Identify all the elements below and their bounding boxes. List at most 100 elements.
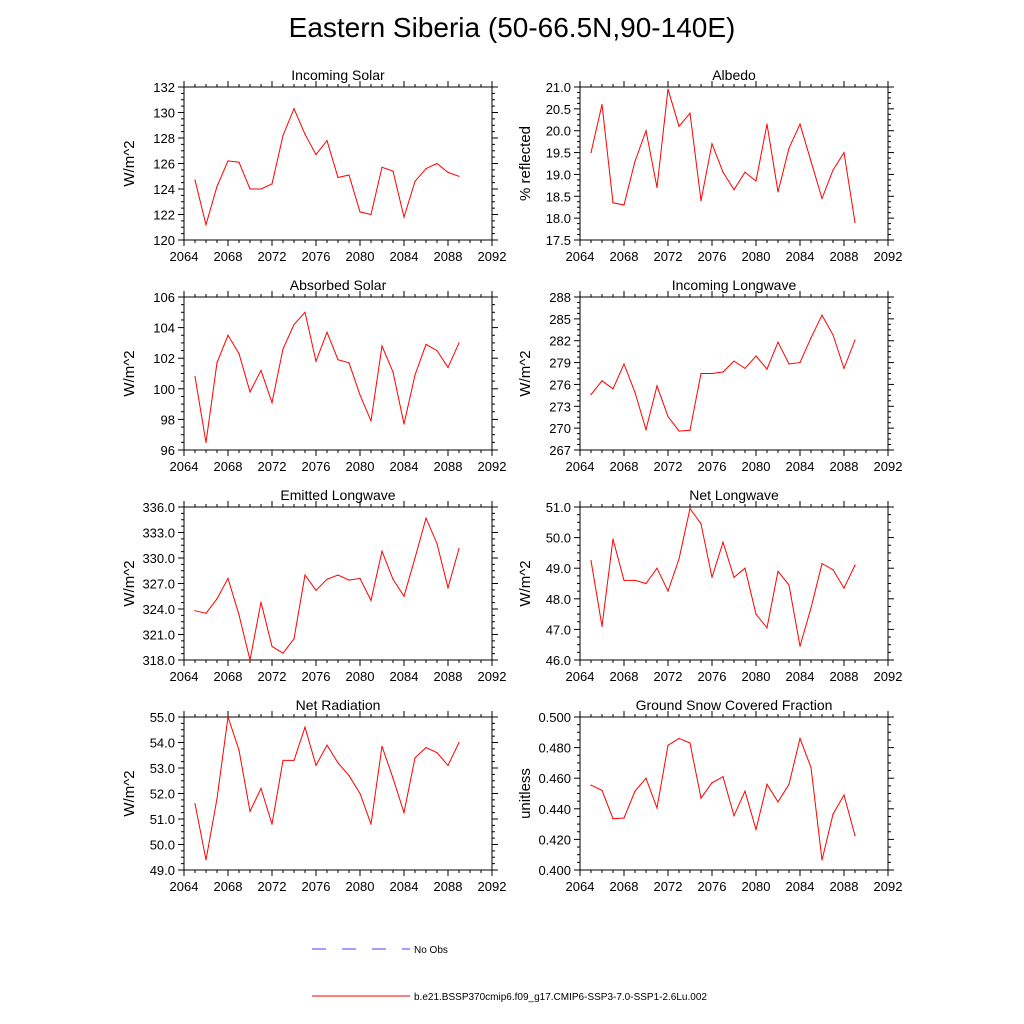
data-point [304,726,306,728]
data-point [689,507,691,510]
y-tick-label: 327.0 [142,577,175,592]
data-point [392,777,394,779]
data-point [370,213,372,216]
panel-title: Incoming Longwave [672,277,797,293]
x-tick-label: 2076 [302,669,331,684]
data-point [810,337,812,339]
x-tick-label: 2088 [830,879,859,894]
data-point [447,171,449,174]
data-point [271,401,273,404]
data-point [282,348,284,350]
data-point [249,810,251,812]
data-point [370,599,372,602]
x-tick-label: 2092 [874,249,903,264]
x-tick-label: 2072 [258,879,287,894]
x-tick-label: 2084 [786,669,815,684]
y-axis-label: W/m^2 [517,560,534,606]
y-tick-label: 285 [549,312,571,327]
x-tick-label: 2080 [346,879,375,894]
data-point [271,183,273,185]
data-point [678,558,680,560]
x-tick-label: 2080 [346,249,375,264]
data-point [766,627,768,629]
x-tick-label: 2084 [786,249,815,264]
x-tick-label: 2092 [478,879,507,894]
data-point [293,323,295,326]
x-tick-label: 2068 [214,249,243,264]
x-tick-label: 2072 [654,249,683,264]
y-tick-label: 132 [153,80,175,95]
data-point [656,385,658,387]
data-point [337,176,339,179]
x-tick-label: 2088 [830,249,859,264]
panel-1: Incoming Solar W/m^2 2064 2068 2072 2076 2080 2… [121,67,506,264]
data-point [755,355,757,357]
data-point [381,166,383,168]
x-tick-label: 2088 [830,669,859,684]
y-tick-label: 98 [161,412,175,427]
data-point [799,645,801,647]
data-point [722,776,724,778]
data-point [370,823,372,825]
data-point [249,659,251,661]
plot-frame [579,716,889,871]
y-tick-label: 282 [549,334,571,349]
data-point [458,342,460,344]
data-point [634,160,636,162]
series-line [590,736,856,861]
data-point [733,189,735,191]
panel-title: Albedo [712,67,756,83]
legend-label-model: b.e21.BSSP370cmip6.f09_g17.CMIP6-SSP3-7.… [414,992,707,1003]
data-point [733,360,735,362]
panel-title: Net Radiation [296,697,381,713]
y-tick-label: 122 [153,208,175,223]
data-point [623,363,625,365]
y-axis-label: W/m^2 [121,560,138,606]
x-tick-label: 2068 [214,669,243,684]
data-point [843,587,845,589]
y-tick-label: 104 [153,321,175,336]
series-line [590,314,856,432]
data-point [678,125,680,127]
data-point [326,139,328,142]
data-point [205,612,207,614]
data-point [216,185,218,188]
y-tick-label: 51.0 [150,812,175,827]
y-tick-label: 50.0 [546,531,571,546]
data-point [711,782,713,784]
data-point [733,815,735,817]
data-point [821,859,823,861]
y-tick-label: 52.0 [150,787,175,802]
data-point [304,574,306,576]
x-tick-label: 2092 [478,669,507,684]
data-point [601,625,603,627]
data-point [601,789,603,792]
y-tick-label: 0.420 [538,832,571,847]
x-tick-label: 2076 [302,879,331,894]
x-tick-label: 2080 [742,249,771,264]
y-tick-label: 330.0 [142,551,175,566]
data-point [755,828,757,831]
data-point [337,762,339,764]
y-tick-label: 124 [153,182,175,197]
data-point [381,745,383,747]
data-point [216,798,218,800]
data-point [645,429,647,431]
data-point [326,744,328,746]
data-point [194,375,196,378]
series-line [590,507,856,647]
series-line [194,516,460,661]
y-tick-label: 0.480 [538,741,571,756]
x-tick-label: 2084 [786,879,815,894]
panel-3: Absorbed Solar W/m^2 2064 2068 2072 2076 2080 2… [121,277,506,474]
x-tick-label: 2088 [830,459,859,474]
x-tick-label: 2088 [434,669,463,684]
y-tick-label: 324.0 [142,602,175,617]
data-point [414,180,416,182]
data-point [678,737,680,740]
data-point [788,584,790,586]
data-point [854,564,856,566]
y-axis-label: unitless [517,768,534,819]
data-point [788,363,790,365]
y-tick-label: 18.0 [546,211,571,226]
